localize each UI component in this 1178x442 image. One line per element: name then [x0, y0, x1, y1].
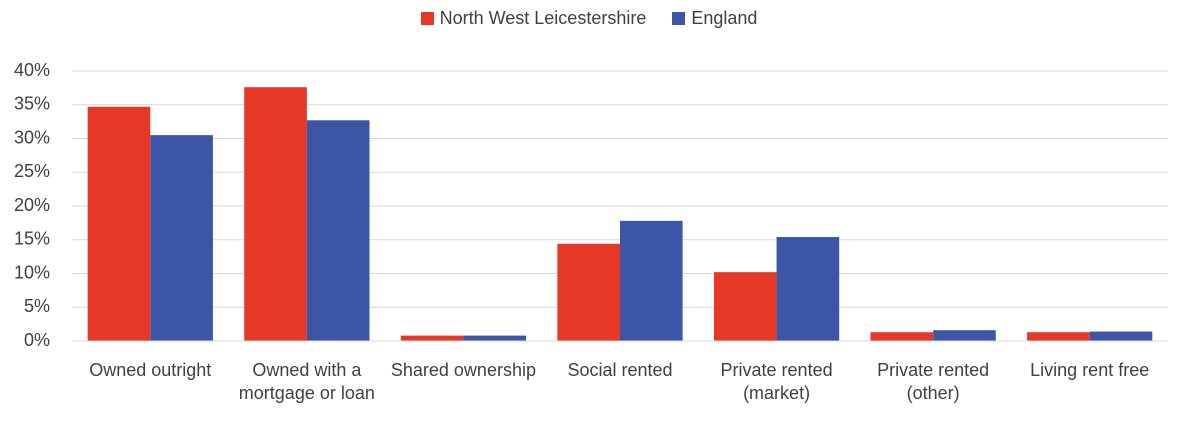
y-tick-label: 10%: [14, 262, 50, 282]
bar: [87, 106, 151, 342]
y-tick-label: 35%: [14, 94, 50, 114]
bar: [1089, 331, 1153, 341]
x-tick-label: Social rented: [567, 360, 673, 380]
y-tick-label: 30%: [14, 127, 50, 147]
bar: [933, 330, 996, 341]
legend-swatch: [672, 12, 686, 25]
y-tick-label: 0%: [24, 330, 50, 350]
x-tick-label: Owned with a mortgage or loan: [238, 360, 375, 403]
bar: [557, 243, 620, 341]
bar: [306, 120, 370, 342]
y-tick-label: 5%: [24, 296, 50, 316]
x-tick-label: Private rented (other): [877, 360, 990, 403]
y-tick-label: 40%: [14, 60, 50, 80]
legend-label: England: [691, 8, 758, 28]
y-tick-label: 25%: [14, 161, 50, 181]
x-tick-label: Shared ownership: [390, 360, 536, 380]
bar: [244, 87, 307, 341]
legend-label: North West Leicestershire: [439, 8, 647, 28]
bar: [776, 237, 840, 341]
x-tick-label: Private rented (market): [720, 360, 833, 403]
legend: North West Leicestershire England: [0, 8, 1178, 29]
bar: [620, 220, 683, 341]
bar: [870, 332, 934, 341]
y-tick-label: 20%: [14, 195, 50, 215]
x-tick-label: Owned outright: [89, 360, 212, 380]
x-tick-label: Living rent free: [1030, 360, 1150, 380]
bar: [1027, 332, 1090, 341]
bar: [463, 335, 527, 341]
bar: [150, 135, 213, 341]
legend-item: North West Leicestershire: [420, 8, 647, 29]
bar: [713, 272, 777, 341]
y-tick-label: 15%: [14, 229, 50, 249]
legend-swatch: [420, 12, 434, 25]
legend-item: England: [672, 8, 757, 29]
bar: [400, 335, 464, 341]
